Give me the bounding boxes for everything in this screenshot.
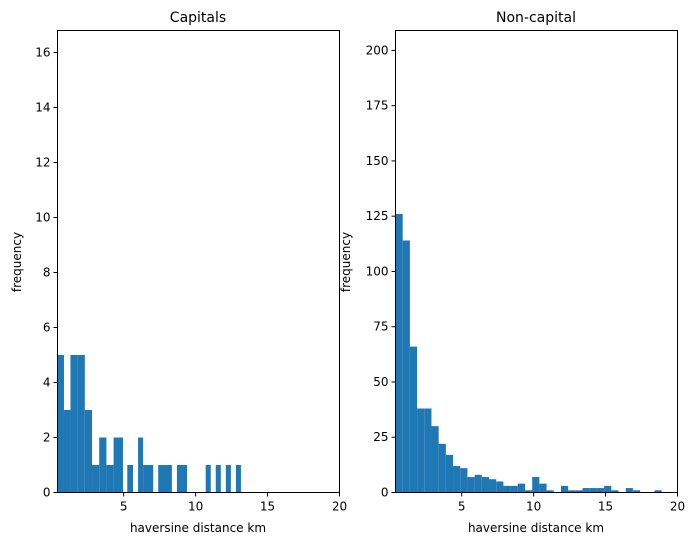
- bar-non-capital-23: [560, 485, 569, 493]
- panel-capitals: Capitals 0 2 4 6 8 10 12 14 16 5 10 15 20 haversine…: [10, 10, 347, 535]
- bar-non-capital-15: [503, 485, 511, 493]
- bar-non-capital-7: [445, 454, 454, 493]
- x-tick-label-capitals-2: 15: [260, 500, 275, 514]
- panel-title-non-capital: Non-capital: [496, 10, 576, 26]
- panel-title-capitals: Capitals: [170, 10, 226, 26]
- bar-non-capital-32: [625, 488, 633, 493]
- bar-non-capital-20: [539, 483, 547, 493]
- bar-non-capital-28: [596, 488, 605, 493]
- bar-capitals-7: [106, 465, 114, 493]
- bar-capitals-5: [92, 465, 100, 493]
- x-tick-label-non-capital-2: 15: [598, 500, 613, 514]
- y-tick-label-non-capital-4: 100: [366, 264, 389, 278]
- bar-non-capital-30: [611, 490, 619, 493]
- x-tick-label-non-capital-0: 5: [458, 500, 466, 514]
- y-tick-label-capitals-6: 12: [35, 156, 50, 170]
- y-tick-label-capitals-4: 8: [43, 266, 51, 280]
- bar-non-capital-25: [575, 490, 583, 493]
- bar-capitals-2: [70, 355, 78, 493]
- panel-non-capital: Non-capital 0 25 50 75 100 125 150 175 200 5 10 15…: [339, 10, 685, 535]
- y-ticks-capitals: 0 2 4 6 8 10 12 14 16: [35, 46, 58, 500]
- bar-non-capital-27: [589, 488, 597, 493]
- x-axis-label-non-capital: haversine distance km: [468, 521, 604, 535]
- x-tick-label-capitals-1: 10: [188, 500, 203, 514]
- bar-non-capital-6: [438, 443, 446, 493]
- y-tick-label-non-capital-3: 75: [373, 320, 388, 334]
- bar-non-capital-3: [417, 408, 425, 493]
- bar-non-capital-36: [654, 490, 662, 493]
- bar-capitals-13: [176, 465, 187, 493]
- bar-non-capital-11: [474, 474, 482, 493]
- bar-non-capital-16: [510, 485, 518, 493]
- axes-frame-non-capital: [395, 30, 678, 493]
- bar-non-capital-33: [632, 490, 641, 493]
- bar-non-capital-17: [517, 483, 525, 493]
- bar-non-capital-12: [481, 477, 490, 493]
- y-tick-label-capitals-8: 16: [35, 46, 50, 60]
- bar-non-capital-14: [496, 481, 504, 493]
- y-tick-label-non-capital-2: 50: [373, 375, 388, 389]
- bar-capitals-6: [99, 437, 107, 493]
- y-tick-label-capitals-5: 10: [35, 211, 50, 225]
- bar-non-capital-2: [409, 346, 418, 493]
- bar-non-capital-1: [402, 240, 410, 493]
- bar-non-capital-24: [568, 490, 576, 493]
- bar-non-capital-0: [395, 213, 403, 493]
- bar-capitals-15: [215, 465, 221, 493]
- bar-non-capital-19: [532, 477, 540, 493]
- y-tick-label-capitals-2: 4: [43, 376, 51, 390]
- y-tick-label-capitals-3: 6: [43, 321, 51, 335]
- bar-capitals-1: [63, 410, 71, 493]
- bar-capitals-14: [205, 465, 211, 493]
- bar-capitals-0: [57, 355, 64, 493]
- bars-non-capital: [395, 213, 662, 493]
- x-tick-label-capitals-3: 20: [332, 500, 347, 514]
- x-tick-label-capitals-0: 5: [120, 500, 128, 514]
- bar-capitals-17: [235, 465, 241, 493]
- bar-non-capital-13: [489, 479, 497, 493]
- bar-capitals-16: [225, 465, 231, 493]
- bar-capitals-3: [77, 355, 85, 493]
- axes-frame-capitals: [57, 30, 340, 493]
- bar-capitals-4: [84, 410, 93, 493]
- bar-non-capital-18: [524, 490, 533, 493]
- y-tick-label-capitals-0: 0: [43, 486, 51, 500]
- bar-non-capital-4: [424, 408, 432, 493]
- y-ticks-non-capital: 0 25 50 75 100 125 150 175 200: [366, 43, 396, 500]
- x-tick-label-non-capital-3: 20: [670, 500, 685, 514]
- bar-non-capital-9: [460, 468, 468, 493]
- x-axis-label-capitals: haversine distance km: [130, 521, 266, 535]
- x-ticks-capitals: 5 10 15 20: [120, 492, 347, 514]
- y-tick-label-non-capital-1: 25: [373, 430, 388, 444]
- bar-non-capital-5: [431, 426, 439, 493]
- bar-non-capital-10: [467, 477, 475, 493]
- y-tick-label-non-capital-6: 150: [366, 154, 389, 168]
- bar-capitals-8: [113, 437, 123, 493]
- y-tick-label-capitals-7: 14: [35, 101, 50, 115]
- y-tick-label-non-capital-7: 175: [366, 99, 389, 113]
- bar-capitals-10: [138, 437, 144, 493]
- y-axis-label-non-capital: frequency: [339, 232, 353, 292]
- y-tick-label-capitals-1: 2: [43, 431, 51, 445]
- y-axis-label-capitals: frequency: [10, 232, 24, 292]
- bar-non-capital-21: [546, 490, 554, 493]
- bar-non-capital-29: [604, 485, 612, 493]
- bar-capitals-11: [143, 465, 154, 493]
- y-tick-label-non-capital-5: 125: [366, 209, 389, 223]
- bar-non-capital-8: [453, 465, 461, 493]
- bar-capitals-12: [158, 465, 172, 493]
- bar-non-capital-26: [582, 488, 590, 493]
- x-tick-label-non-capital-1: 10: [526, 500, 541, 514]
- y-tick-label-non-capital-8: 200: [366, 43, 389, 57]
- bar-capitals-9: [127, 465, 134, 493]
- x-ticks-non-capital: 5 10 15 20: [458, 492, 685, 514]
- y-tick-label-non-capital-0: 0: [381, 486, 389, 500]
- bars-capitals: [57, 355, 241, 493]
